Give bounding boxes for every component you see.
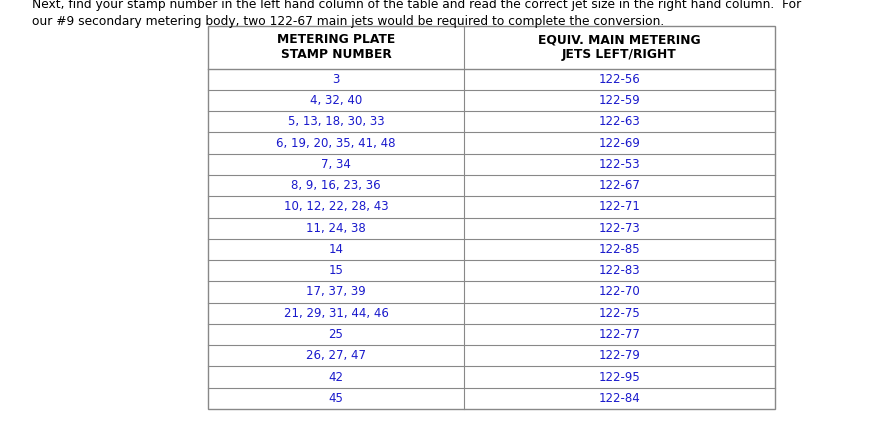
Text: 15: 15 [328, 264, 343, 277]
Text: METERING PLATE: METERING PLATE [277, 33, 395, 46]
Text: 4, 32, 40: 4, 32, 40 [310, 94, 362, 107]
Text: 10, 12, 22, 28, 43: 10, 12, 22, 28, 43 [284, 200, 389, 213]
Text: 122-59: 122-59 [598, 94, 641, 107]
Text: 21, 29, 31, 44, 46: 21, 29, 31, 44, 46 [283, 307, 389, 320]
Text: 122-63: 122-63 [598, 115, 641, 128]
Bar [208, 26, 775, 409]
Text: 122-67: 122-67 [598, 179, 641, 192]
Text: 122-73: 122-73 [598, 221, 641, 234]
Text: 45: 45 [328, 392, 343, 405]
Text: 6, 19, 20, 35, 41, 48: 6, 19, 20, 35, 41, 48 [276, 136, 396, 149]
Text: 3: 3 [332, 73, 340, 86]
Text: 122-56: 122-56 [598, 73, 641, 86]
Text: 122-71: 122-71 [598, 200, 641, 213]
Text: 122-69: 122-69 [598, 136, 641, 149]
Text: 42: 42 [328, 370, 343, 384]
Text: JETS LEFT/RIGHT: JETS LEFT/RIGHT [562, 48, 677, 61]
Text: 122-83: 122-83 [598, 264, 641, 277]
Text: 17, 37, 39: 17, 37, 39 [306, 285, 366, 298]
Text: 122-75: 122-75 [598, 307, 641, 320]
Text: 122-70: 122-70 [598, 285, 641, 298]
Text: 11, 24, 38: 11, 24, 38 [306, 221, 366, 234]
Text: 122-85: 122-85 [598, 243, 641, 256]
Text: 122-77: 122-77 [598, 328, 641, 341]
Text: 26, 27, 47: 26, 27, 47 [306, 349, 366, 362]
Text: 122-79: 122-79 [598, 349, 641, 362]
Text: 122-95: 122-95 [598, 370, 641, 384]
Text: 7, 34: 7, 34 [321, 158, 351, 171]
Text: 5, 13, 18, 30, 33: 5, 13, 18, 30, 33 [288, 115, 384, 128]
Text: EQUIV. MAIN METERING: EQUIV. MAIN METERING [538, 33, 701, 46]
Text: 25: 25 [328, 328, 343, 341]
Text: STAMP NUMBER: STAMP NUMBER [281, 48, 391, 61]
Text: 122-53: 122-53 [598, 158, 641, 171]
Text: our #9 secondary metering body, two 122-67 main jets would be required to comple: our #9 secondary metering body, two 122-… [32, 16, 665, 29]
Text: 8, 9, 16, 23, 36: 8, 9, 16, 23, 36 [291, 179, 381, 192]
Text: 122-84: 122-84 [598, 392, 641, 405]
Text: Next, find your stamp number in the left hand column of the table and read the c: Next, find your stamp number in the left… [32, 0, 801, 11]
Text: 14: 14 [328, 243, 343, 256]
